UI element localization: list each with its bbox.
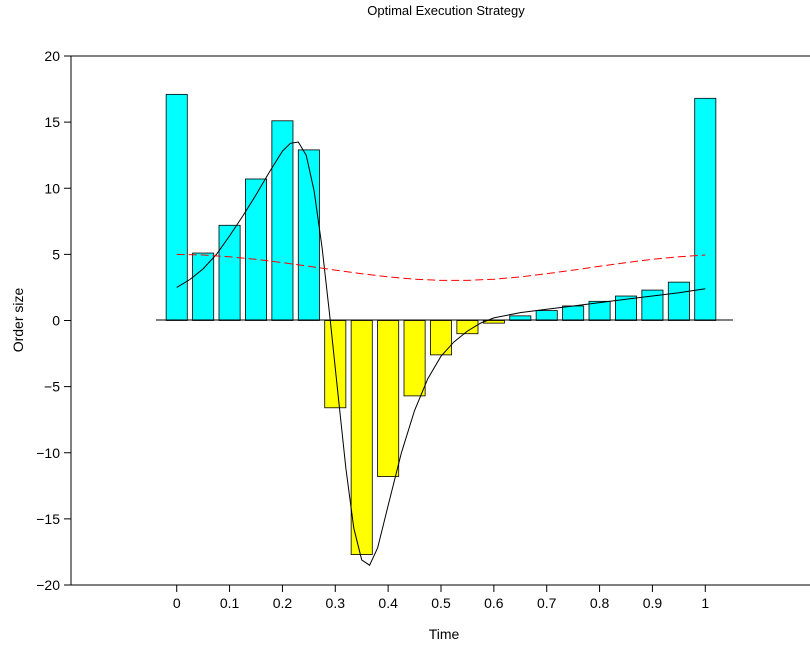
x-tick-label: 0.2	[273, 595, 293, 611]
bar-sell	[377, 320, 400, 477]
x-tick-label: 0.5	[431, 595, 451, 611]
bar-sell	[403, 320, 426, 397]
y-tick-label: 10	[44, 180, 60, 196]
x-tick-label: 0.6	[484, 595, 504, 611]
y-tick-label: −15	[36, 511, 60, 527]
y-tick-label: −5	[44, 379, 60, 395]
bar-buy	[694, 97, 717, 321]
bar-buy	[165, 93, 188, 321]
x-tick-label: 0.8	[590, 595, 610, 611]
x-tick-label: 1	[701, 595, 709, 611]
bar-buy	[245, 178, 267, 321]
x-tick-label: 0.3	[326, 595, 346, 611]
bar-buy	[535, 310, 558, 321]
x-tick-label: 0.1	[220, 595, 240, 611]
bar-buy	[218, 224, 241, 321]
axis-ticks: 0 0.1 0.2 0.3 0.4 0.5 0.6 0.7 0.8 0.9 1 −20 −15 −10 −5…	[36, 48, 709, 611]
y-tick-label: 20	[44, 48, 60, 64]
chart-title: Optimal Execution Strategy	[367, 3, 525, 18]
x-tick-label: 0.7	[537, 595, 557, 611]
bar-sell	[350, 320, 373, 555]
bar-buy	[562, 305, 585, 321]
y-tick-label: 0	[52, 313, 60, 329]
dashed-line	[176, 253, 706, 281]
y-tick-label: −20	[36, 577, 60, 593]
x-tick-label: 0.4	[378, 595, 398, 611]
bar-buy	[588, 300, 611, 321]
lines	[176, 141, 706, 566]
bar-buy	[667, 281, 690, 321]
x-tick-label: 0.9	[643, 595, 663, 611]
x-tick-label: 0	[173, 595, 181, 611]
bar-buy	[192, 252, 215, 321]
solid-line	[176, 141, 706, 566]
y-axis-label: Order size	[10, 288, 26, 353]
x-axis-label: Time	[429, 626, 460, 642]
bar-buy	[297, 149, 320, 321]
bars	[165, 93, 717, 555]
y-tick-label: 15	[44, 114, 60, 130]
y-tick-label: 5	[52, 246, 60, 262]
bar-sell	[430, 320, 452, 356]
y-tick-label: −10	[36, 445, 60, 461]
